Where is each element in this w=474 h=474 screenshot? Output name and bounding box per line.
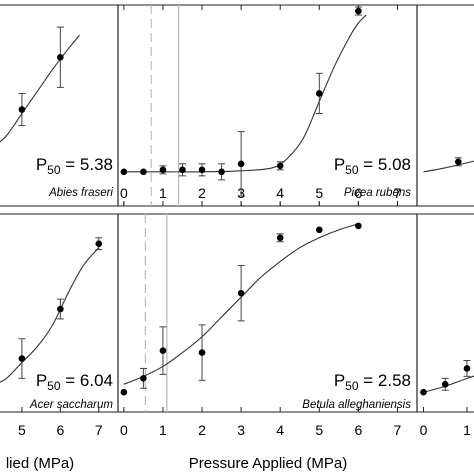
x-tick-label: 7 (394, 185, 402, 201)
panel-bottom-left: 5 6 7 P50 = 6.04 Acer saccharum lied (MPa) (0, 213, 119, 472)
x-tick-label: 5 (315, 185, 323, 201)
data-point (18, 106, 26, 113)
x-tick-label: 1 (159, 422, 167, 438)
data-point (420, 388, 427, 396)
data-point (198, 349, 206, 356)
data-point (355, 222, 362, 230)
data-point (218, 168, 225, 176)
data-point (159, 347, 167, 354)
data-point (276, 234, 284, 242)
x-tick-label: 0 (120, 185, 128, 201)
data-point (179, 166, 186, 174)
data-point (140, 168, 147, 176)
panel-frame (416, 4, 474, 207)
p50-label: P50 = 6.04 (36, 371, 113, 393)
x-tick-label: 5 (18, 422, 26, 438)
panel-top-right (416, 4, 474, 207)
data-point (140, 375, 147, 382)
data-point (276, 162, 284, 170)
x-tick-label: 6 (354, 185, 362, 201)
x-tick-label: 5 (315, 422, 323, 438)
x-tick-label: 1 (463, 422, 471, 438)
data-point (454, 158, 462, 166)
x-tick-label: 4 (276, 422, 284, 438)
p50-label: P50 = 2.58 (334, 371, 411, 393)
panel-frame (117, 4, 418, 207)
data-point (315, 90, 323, 97)
x-tick-label: 0 (420, 422, 428, 438)
fitted-curve (123, 14, 367, 173)
x-axis-title: Pressure Applied (MPa) (189, 455, 347, 472)
x-tick-label: 3 (237, 422, 245, 438)
x-tick-label: 2 (198, 422, 206, 438)
species-label: Abies fraseri (48, 187, 113, 199)
data-point (18, 355, 26, 362)
data-point (57, 305, 64, 313)
x-tick-label: 6 (354, 422, 362, 438)
x-tick-label: 1 (159, 185, 167, 201)
data-point (237, 289, 245, 297)
panel-top-left: P50 = 5.38 Abies fraseri (0, 4, 119, 207)
panel-bottom-center: 0 1 2 3 4 5 6 7 P50 = 2.58 Betula alleghaniensis P… (117, 213, 418, 472)
data-point (159, 166, 167, 174)
x-tick-label: 4 (276, 185, 284, 201)
panel-top-center: 0 1 2 3 4 5 6 7 P50 = 5.08 Picea rubens (117, 4, 418, 207)
p50-label: P50 = 5.08 (334, 155, 411, 177)
data-point (315, 226, 323, 234)
data-point (355, 7, 362, 15)
fitted-curve (0, 34, 80, 143)
species-label: Betula alleghaniensis (302, 399, 411, 411)
data-point (237, 160, 245, 168)
panel-frame (416, 213, 474, 413)
fitted-curve (0, 247, 100, 383)
x-tick-label: 6 (56, 422, 64, 438)
fitted-curve (423, 375, 474, 393)
x-tick-label: 7 (95, 422, 103, 438)
species-label: Acer saccharum (29, 399, 114, 411)
species-label: Picea rubens (344, 187, 411, 199)
data-point (57, 53, 64, 61)
x-tick-label: 0 (120, 422, 128, 438)
x-axis-title: lied (MPa) (6, 455, 74, 472)
data-point (441, 380, 449, 388)
data-point (120, 388, 128, 396)
x-tick-label: 3 (237, 185, 245, 201)
fitted-curve (423, 160, 474, 173)
p50-label: P50 = 5.38 (36, 155, 113, 177)
data-point (463, 365, 471, 372)
data-point (198, 166, 206, 174)
data-point (95, 240, 103, 247)
data-point (120, 168, 128, 176)
x-tick-label: 7 (394, 422, 402, 438)
x-tick-label: 2 (198, 185, 206, 201)
